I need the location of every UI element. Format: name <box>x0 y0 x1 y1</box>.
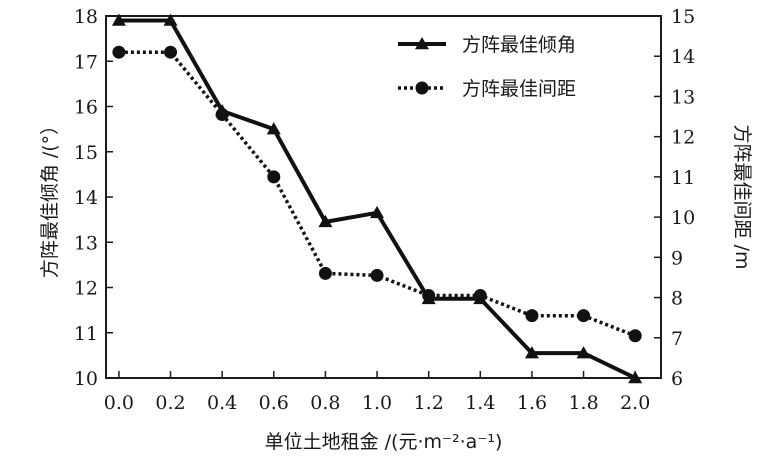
y-right-tick-label: 7 <box>671 328 683 350</box>
x-tick-label: 0.2 <box>155 392 185 414</box>
y-right-tick-label: 14 <box>671 46 695 68</box>
y-left-tick-label: 13 <box>74 232 98 254</box>
series-2-point <box>370 268 384 282</box>
series-1-point <box>318 214 333 228</box>
y-left-axis-ticks: 10 11 12 13 14 15 16 17 18 <box>74 6 113 390</box>
y-left-tick-label: 14 <box>74 187 98 209</box>
y-left-tick-label: 18 <box>74 6 98 28</box>
series-1-point <box>524 346 539 359</box>
x-tick-label: 0.4 <box>207 392 237 414</box>
y-right-tick-label: 8 <box>671 288 683 310</box>
y-right-axis-title: 方阵最佳间距 /m <box>731 125 753 270</box>
series-2-point <box>473 289 487 303</box>
x-axis-title: 单位土地租金 /(元·m⁻²·a⁻¹) <box>265 431 503 453</box>
series-2-point <box>318 266 332 280</box>
y-right-tick-label: 12 <box>671 127 695 149</box>
y-left-tick-label: 16 <box>74 97 98 119</box>
plot-frame <box>105 15 662 379</box>
series-group <box>111 13 643 384</box>
legend-marker-1 <box>415 37 429 50</box>
x-tick-label: 1.2 <box>414 392 444 414</box>
legend-label-1: 方阵最佳倾角 <box>462 34 576 56</box>
plot-border <box>105 15 662 379</box>
series-line-1 <box>118 18 637 380</box>
series-1-point <box>628 371 643 384</box>
x-tick-label: 1.4 <box>465 392 495 414</box>
y-left-tick-label: 10 <box>74 368 98 390</box>
y-left-tick-label: 11 <box>74 323 98 345</box>
series-2-point <box>267 170 281 184</box>
series-2-point <box>628 329 642 343</box>
series-2-point <box>164 45 178 59</box>
legend-marker-2 <box>415 81 429 95</box>
y-left-tick-label: 12 <box>74 278 98 300</box>
y-right-tick-label: 15 <box>671 6 695 28</box>
series-1-point <box>266 122 281 135</box>
series-1-point <box>576 346 591 359</box>
series-2-point <box>215 108 229 122</box>
y-right-tick-label: 10 <box>671 207 695 229</box>
x-tick-label: 1.8 <box>568 392 598 414</box>
y-right-tick-label: 6 <box>671 368 683 390</box>
y-left-tick-label: 15 <box>74 142 98 164</box>
y-left-tick-label: 17 <box>74 51 98 73</box>
series-2-point <box>577 309 591 323</box>
series-1-point <box>370 205 385 219</box>
y-right-axis-ticks: 6 7 8 9 10 11 12 13 14 15 <box>654 6 695 390</box>
series-2-point <box>525 309 539 323</box>
y-right-tick-label: 13 <box>671 86 695 108</box>
x-tick-label: 1.0 <box>362 392 392 414</box>
y-right-tick-label: 11 <box>671 167 695 189</box>
x-axis-ticks: 0.0 0.2 0.4 0.6 0.8 1.0 1.2 1.4 1.6 1.8 2.0 <box>104 371 650 414</box>
x-tick-label: 0.8 <box>310 392 340 414</box>
series-2-point <box>422 289 436 303</box>
y-right-tick-label: 9 <box>671 247 683 269</box>
x-tick-label: 0.6 <box>259 392 289 414</box>
series-1-point <box>163 13 178 26</box>
legend-label-2: 方阵最佳间距 <box>462 78 576 100</box>
x-tick-label: 0.0 <box>104 392 134 414</box>
y-left-axis-title: 方阵最佳倾角 /(°） <box>39 116 61 278</box>
series-2-point <box>112 45 126 59</box>
x-tick-label: 2.0 <box>620 392 650 414</box>
series-1-point <box>111 13 126 26</box>
x-tick-label: 1.6 <box>517 392 547 414</box>
